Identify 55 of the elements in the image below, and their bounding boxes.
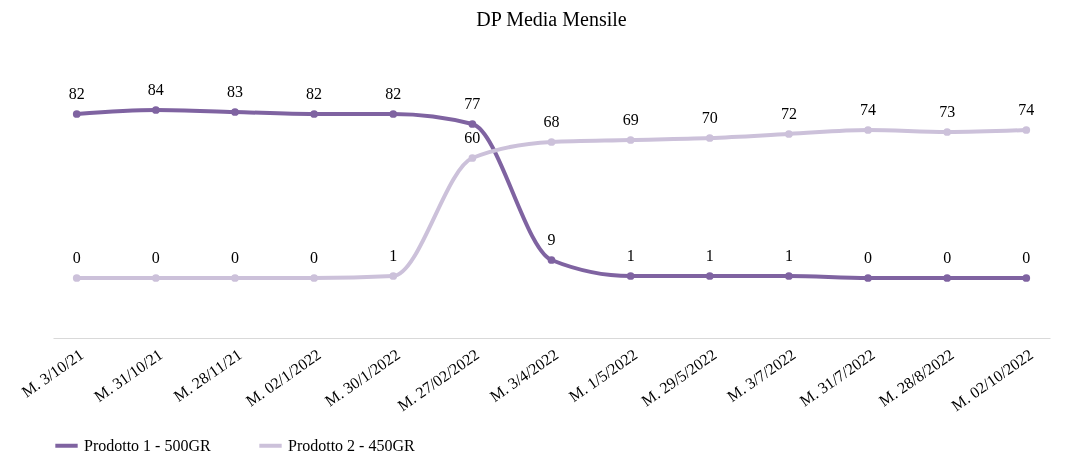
point [626, 136, 635, 144]
data-label: 77 [464, 95, 481, 112]
point [468, 154, 477, 162]
data-label: 0 [151, 249, 160, 266]
data-label: 0 [1022, 249, 1031, 266]
data-label: 0 [230, 249, 239, 266]
chart-title: DP Media Mensile [476, 8, 627, 30]
point [943, 274, 952, 282]
point [547, 138, 556, 146]
point [785, 272, 793, 280]
point [626, 272, 635, 280]
data-label: 0 [943, 249, 952, 266]
point [310, 110, 318, 118]
data-label: 74 [860, 101, 877, 118]
point [943, 128, 952, 136]
data-label: 68 [543, 113, 560, 130]
data-label: 9 [547, 231, 556, 248]
data-label: 72 [780, 105, 797, 122]
data-label: 70 [701, 109, 718, 126]
point [310, 274, 318, 282]
point [785, 130, 793, 138]
legend-label: Prodotto 2 - 450GR [288, 436, 415, 454]
data-label: 82 [68, 85, 85, 102]
point [389, 110, 398, 118]
point [231, 274, 239, 282]
point [389, 272, 398, 280]
data-label: 0 [864, 249, 873, 266]
data-label: 1 [626, 247, 635, 264]
point [864, 274, 872, 282]
point [151, 274, 160, 282]
point [72, 110, 81, 118]
data-label: 69 [622, 111, 639, 128]
data-label: 1 [389, 247, 398, 264]
point [547, 256, 556, 264]
data-label: 83 [226, 83, 243, 100]
data-label: 74 [1018, 101, 1035, 118]
data-label: 82 [306, 85, 323, 102]
data-label: 0 [72, 249, 81, 266]
point [468, 120, 477, 128]
data-label: 60 [464, 129, 481, 146]
point [1022, 274, 1031, 282]
data-label: 0 [310, 249, 319, 266]
legend-label: Prodotto 1 - 500GR [84, 436, 211, 454]
point [1022, 126, 1031, 134]
data-label: 1 [784, 247, 793, 264]
data-label: 1 [705, 247, 714, 264]
point [705, 272, 714, 280]
data-label: 84 [147, 81, 164, 98]
point [151, 106, 160, 114]
point [72, 274, 81, 282]
data-label: 73 [939, 103, 956, 120]
point [864, 126, 872, 134]
data-label: 82 [385, 85, 402, 102]
point [231, 108, 239, 116]
point [705, 134, 714, 142]
